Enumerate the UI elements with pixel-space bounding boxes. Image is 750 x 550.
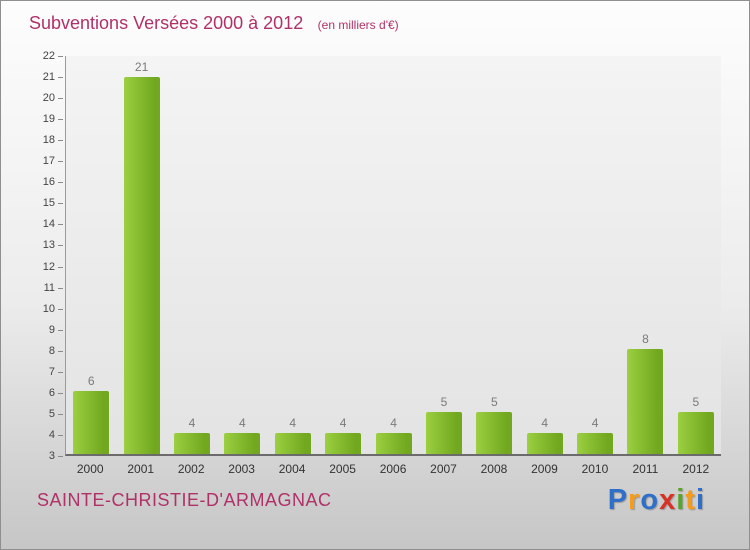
x-tick-label: 2002 — [177, 462, 205, 476]
bar-value-label: 4 — [289, 416, 297, 431]
bar — [577, 433, 614, 454]
bar — [274, 433, 311, 454]
chart-header: Subventions Versées 2000 à 2012 (en mill… — [29, 13, 399, 34]
x-tick-label: 2006 — [379, 462, 407, 476]
chart-title: Subventions Versées 2000 à 2012 — [29, 13, 304, 33]
bar-slot: 4 — [318, 56, 368, 454]
bar — [224, 433, 261, 454]
y-tick-label: 8 — [21, 344, 63, 358]
x-tick-label: 2004 — [278, 462, 306, 476]
x-tick-label: 2008 — [480, 462, 508, 476]
bar — [677, 412, 714, 454]
x-tick-label: 2012 — [682, 462, 710, 476]
bar-slot: 4 — [217, 56, 267, 454]
y-tick-label: 17 — [21, 154, 63, 168]
bar — [73, 391, 110, 454]
bar — [325, 433, 362, 454]
x-tick-label: 2009 — [531, 462, 558, 476]
proxiti-logo: Proxiti — [608, 484, 705, 517]
y-tick-label: 16 — [21, 175, 63, 189]
bar-slot: 4 — [520, 56, 570, 454]
x-tick-label: 2007 — [430, 462, 457, 476]
bar — [526, 433, 563, 454]
y-tick-label: 22 — [21, 49, 63, 63]
x-tick-label: 2003 — [228, 462, 255, 476]
bar-value-label: 5 — [490, 395, 498, 410]
bar-value-label: 4 — [591, 416, 599, 431]
y-tick-label: 15 — [21, 196, 63, 210]
y-tick-label: 14 — [21, 217, 63, 231]
bar — [375, 433, 412, 454]
x-axis-labels: 2000 2001 2002 2003 2004 2005 2006 2007 2008 2009… — [65, 462, 721, 476]
y-tick-label: 5 — [21, 407, 63, 421]
y-tick-label: 20 — [21, 91, 63, 105]
y-tick-label: 13 — [21, 238, 63, 252]
bar — [476, 412, 513, 454]
bar-slot: 4 — [167, 56, 217, 454]
bar-value-label: 4 — [541, 416, 549, 431]
logo-letter: i — [695, 484, 705, 516]
y-tick-label: 11 — [21, 281, 63, 295]
bar-value-label: 5 — [440, 395, 448, 410]
commune-name: SAINTE-CHRISTIE-D'ARMAGNAC — [37, 490, 332, 510]
y-tick-label: 6 — [21, 386, 63, 400]
y-tick-label: 4 — [21, 428, 63, 442]
bar — [123, 76, 160, 454]
y-tick-label: 3 — [21, 449, 63, 463]
logo-letter: i — [676, 484, 686, 516]
x-tick-label: 2000 — [76, 462, 104, 476]
bar-value-label: 6 — [87, 374, 95, 389]
y-tick-label: 7 — [21, 365, 63, 379]
chart-subtitle: (en milliers d'€) — [317, 18, 399, 32]
bar-slot: 5 — [671, 56, 721, 454]
y-tick-label: 21 — [21, 70, 63, 84]
bar-value-label: 21 — [134, 59, 149, 74]
bar-slot: 4 — [268, 56, 318, 454]
bar-slot: 6 — [66, 56, 116, 454]
x-tick-label: 2005 — [329, 462, 356, 476]
bar-slot: 4 — [570, 56, 620, 454]
bar-slot: 21 — [116, 56, 166, 454]
bar-value-label: 8 — [642, 332, 649, 347]
y-tick-label: 18 — [21, 133, 63, 147]
logo-letter: o — [640, 484, 660, 516]
bar-value-label: 4 — [188, 416, 196, 431]
y-axis: 22 21 20 19 18 17 16 15 14 13 12 11 10 9 8 7 6 5 4 3 — [29, 50, 63, 462]
bar-value-label: 4 — [239, 416, 246, 431]
bar-slot: 5 — [419, 56, 469, 454]
bar-value-label: 4 — [390, 416, 397, 431]
logo-letter: x — [659, 484, 677, 516]
bar — [627, 349, 664, 454]
x-tick-label: 2010 — [581, 462, 609, 476]
bar-slot: 4 — [368, 56, 418, 454]
bar-value-label: 4 — [339, 416, 347, 431]
y-tick-label: 19 — [21, 112, 63, 126]
logo-letter: t — [685, 484, 696, 516]
y-tick-label: 9 — [21, 323, 63, 337]
logo-letter: P — [607, 484, 629, 516]
y-tick-label: 10 — [21, 302, 63, 316]
x-tick-label: 2011 — [632, 462, 659, 476]
bar — [173, 433, 210, 454]
bar-slot: 8 — [620, 56, 670, 454]
logo-letter: r — [628, 484, 641, 516]
bar-slot: 5 — [469, 56, 519, 454]
bar-value-label: 5 — [692, 395, 700, 410]
x-tick-label: 2001 — [127, 462, 155, 476]
bar — [425, 412, 462, 454]
y-tick-label: 12 — [21, 260, 63, 274]
plot-area: 6 21 4 4 4 4 4 5 5 4 4 8 5 — [65, 56, 721, 456]
